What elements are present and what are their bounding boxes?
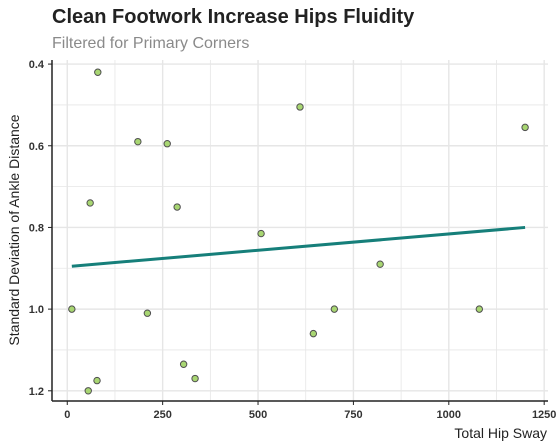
x-tick-label: 0 — [64, 409, 70, 421]
y-tick-label: 0.6 — [29, 141, 44, 153]
chart-title: Clean Footwork Increase Hips Fluidity — [52, 6, 415, 28]
data-point — [93, 376, 101, 385]
data-point — [134, 137, 142, 146]
data-point — [309, 329, 318, 338]
x-tick-label: 1250 — [532, 409, 556, 421]
axes — [48, 60, 548, 405]
grid-lines — [52, 60, 548, 401]
data-point — [179, 360, 188, 368]
y-tick-label: 1.2 — [29, 386, 44, 398]
x-axis-title: Total Hip Sway — [454, 425, 547, 441]
data-point — [86, 199, 94, 207]
x-tick-label: 250 — [153, 409, 171, 421]
data-point — [330, 305, 339, 313]
trend-line — [71, 225, 526, 268]
data-point — [521, 123, 529, 132]
y-tick-label: 0.4 — [29, 59, 45, 71]
data-point — [296, 103, 304, 111]
chart-subtitle: Filtered for Primary Corners — [52, 35, 250, 52]
data-point — [257, 229, 265, 238]
trend-line-group — [71, 225, 526, 268]
data-point — [84, 387, 92, 395]
x-tick-label: 500 — [249, 409, 267, 421]
data-points — [68, 68, 529, 395]
data-point — [68, 305, 76, 313]
data-point — [191, 374, 199, 383]
y-tick-label: 1.0 — [29, 304, 44, 316]
y-axis-title: Standard Deviation of Ankle Distance — [6, 114, 22, 345]
data-point — [143, 309, 152, 317]
tick-labels: 0 250 500 750 1000 1250 0.4 0.6 0.8 1.0 1.2 — [29, 59, 557, 421]
x-tick-label: 750 — [344, 409, 362, 421]
data-point — [376, 260, 384, 268]
data-point — [163, 140, 171, 148]
data-point — [475, 305, 484, 313]
x-tick-label: 1000 — [437, 409, 461, 421]
data-point — [94, 68, 102, 76]
data-point — [173, 203, 181, 211]
y-tick-label: 0.8 — [29, 222, 44, 234]
